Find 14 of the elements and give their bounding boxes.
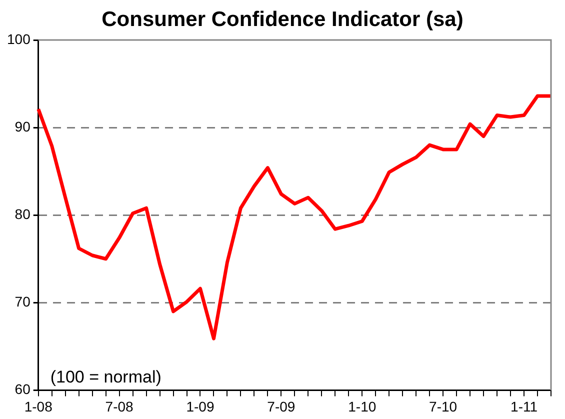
x-tick-label: 7-09 <box>267 398 296 414</box>
annotation: (100 = normal) <box>50 367 162 386</box>
x-tick-label: 1-10 <box>348 398 376 414</box>
y-tick-label: 90 <box>14 118 31 134</box>
y-tick-label: 100 <box>7 30 31 47</box>
y-tick-label: 60 <box>14 381 31 398</box>
x-tick-label: 1-11 <box>510 398 538 414</box>
x-tick-label: 7-10 <box>429 398 458 414</box>
x-tick-label: 7-08 <box>105 398 134 414</box>
x-tick-label: 1-09 <box>186 398 214 414</box>
y-tick-label: 70 <box>14 294 31 310</box>
y-tick-label: 80 <box>14 206 31 222</box>
chart-title: Consumer Confidence Indicator (sa) <box>100 8 464 32</box>
x-tick-label: 1-08 <box>24 398 53 414</box>
